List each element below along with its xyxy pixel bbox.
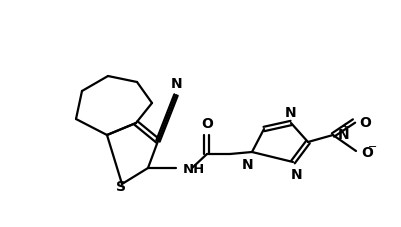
- Text: N: N: [171, 77, 182, 91]
- Text: +: +: [340, 121, 348, 131]
- Text: N: N: [241, 157, 253, 171]
- Text: O: O: [360, 145, 372, 159]
- Text: NH: NH: [182, 163, 205, 176]
- Text: −: −: [367, 141, 377, 151]
- Text: N: N: [284, 106, 296, 119]
- Text: N: N: [337, 127, 349, 141]
- Text: O: O: [358, 116, 370, 129]
- Text: N: N: [290, 167, 302, 181]
- Text: O: O: [200, 116, 213, 131]
- Text: S: S: [116, 179, 126, 193]
